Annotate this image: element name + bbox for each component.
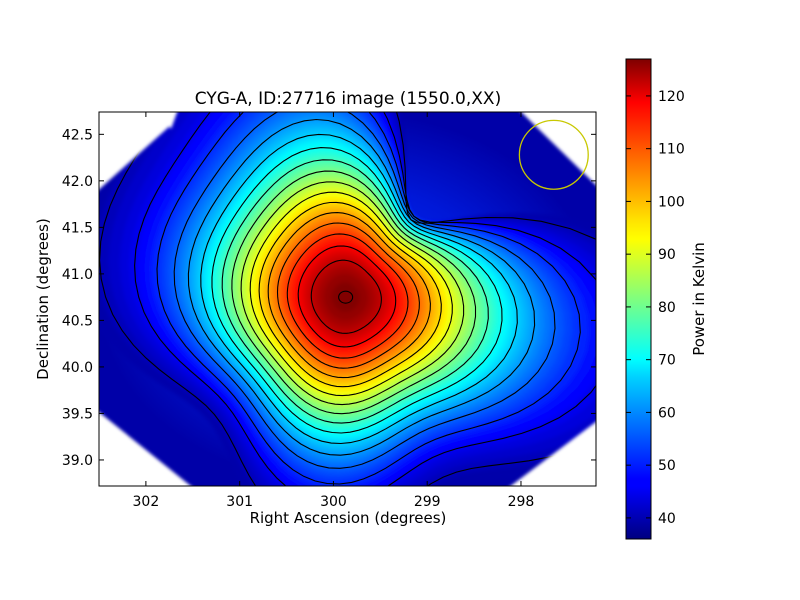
y-axis-label: Declination (degrees) [34,218,52,380]
coverage-mask-corner [99,412,191,486]
x-tick-label: 299 [414,494,441,510]
contour-line [231,170,477,415]
y-tick-label: 39.0 [62,453,93,469]
colorbar-tick-label: 90 [658,247,676,263]
y-tick-label: 41.0 [62,267,93,283]
plot-frame [98,111,597,487]
colorbar-tick-label: 110 [658,142,685,158]
contour-line [173,112,556,469]
heat-band [331,282,360,312]
contour-line [134,112,596,486]
contour-layer [99,112,596,486]
contour-line [99,112,596,486]
heat-layer [99,112,596,486]
x-tick-label: 302 [133,494,160,510]
y-tick-label: 42.0 [62,174,93,190]
y-tick-label: 42.5 [62,127,93,143]
contour-line [276,222,420,369]
peak-contour [338,290,354,304]
contour-line [221,159,489,424]
y-tick-label: 41.5 [62,220,93,236]
x-tick-label: 298 [508,494,535,510]
contour-line [200,133,518,445]
colorbar-tick-label: 60 [658,405,676,421]
colorbar [625,58,652,540]
y-axis-ticks: 39.0 39.5 40.0 40.5 41.0 41.5 42.0 42.5 [62,127,596,469]
contour-line [240,181,465,406]
x-tick-label: 300 [320,494,347,510]
colorbar-ticks: 40 50 60 70 80 90 100 110 120 [626,89,685,527]
y-tick-label: 40.5 [62,313,93,329]
coverage-mask-corner [510,421,596,486]
x-axis-label: Right Ascension (degrees) [250,509,447,527]
contour-line [211,147,503,434]
coverage-mask-corner [99,112,171,190]
x-tick-label: 301 [226,494,253,510]
contour-line [156,112,581,485]
contour-line [286,233,409,359]
y-tick-label: 39.5 [62,406,93,422]
contour-line [310,259,382,334]
colorbar-label: Power in Kelvin [690,242,708,356]
x-axis-ticks: 302 301 300 299 298 [133,112,535,510]
colorbar-tick-label: 70 [658,353,676,369]
colorbar-tick-label: 80 [658,300,676,316]
colorbar-tick-label: 50 [658,458,676,474]
colorbar-tick-label: 100 [658,194,685,210]
contour-line [297,245,397,348]
beam-marker [518,119,589,190]
coverage-mask-notch [161,112,178,129]
contour-line [187,118,536,456]
chart-title: CYG-A, ID:27716 image (1550.0,XX) [195,89,501,109]
colorbar-tick-label: 120 [658,89,685,105]
colorbar-tick-label: 40 [658,511,676,527]
contour-line [249,191,453,397]
contour-line [258,201,442,388]
y-tick-label: 40.0 [62,360,93,376]
plot-area [99,112,596,486]
contour-line [267,212,431,379]
